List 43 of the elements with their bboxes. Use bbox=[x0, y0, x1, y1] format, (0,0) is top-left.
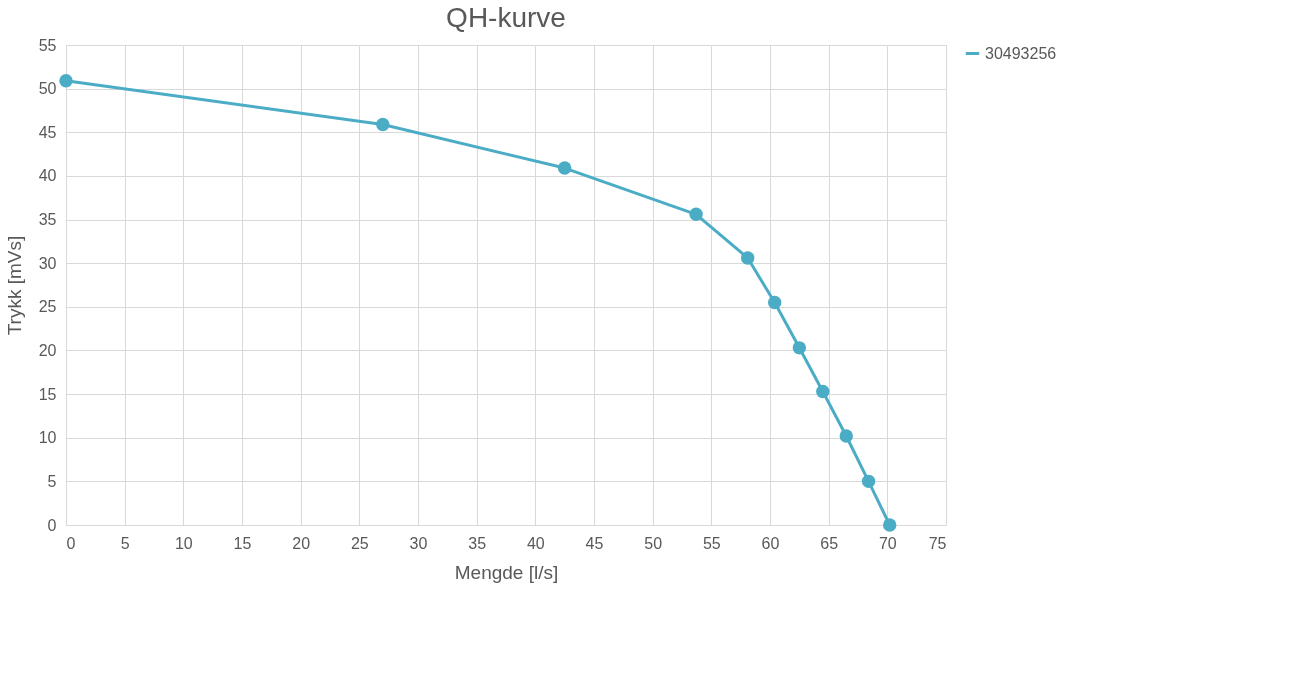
point bbox=[59, 74, 73, 88]
point bbox=[882, 518, 897, 532]
y-tick-label: 55 bbox=[38, 36, 57, 54]
y-tick-label: 50 bbox=[38, 80, 57, 98]
y-tick-label: 10 bbox=[38, 429, 57, 447]
legend-label: 30493256 bbox=[985, 44, 1057, 62]
y-tick-label: 35 bbox=[38, 211, 57, 229]
y-axis-title: Trykk [mVs] bbox=[3, 235, 25, 336]
x-tick-label: 60 bbox=[761, 534, 780, 552]
x-tick-label: 5 bbox=[120, 534, 130, 552]
x-tick-label: 45 bbox=[585, 534, 604, 552]
point bbox=[767, 295, 782, 310]
y-tick-label: 25 bbox=[38, 298, 57, 316]
x-tick-label: 40 bbox=[526, 534, 545, 552]
y-tick-label: 0 bbox=[47, 516, 57, 534]
point bbox=[376, 117, 390, 132]
point bbox=[557, 161, 572, 175]
x-tick-label: 20 bbox=[292, 534, 311, 552]
x-axis-title: Mengde [l/s] bbox=[454, 561, 559, 583]
x-tick-label: 55 bbox=[702, 534, 721, 552]
point bbox=[689, 207, 703, 221]
x-tick-label: 0 bbox=[66, 534, 76, 552]
x-tick-label: 25 bbox=[350, 534, 369, 552]
x-tick-label: 10 bbox=[174, 534, 193, 552]
x-tick-label: 70 bbox=[878, 534, 897, 552]
x-tick-label: 35 bbox=[468, 534, 487, 552]
x-tick-label: 65 bbox=[820, 534, 839, 552]
point bbox=[792, 341, 807, 355]
point bbox=[839, 429, 853, 443]
chart-title: QH-kurve bbox=[446, 2, 566, 33]
x-tick-label: 75 bbox=[928, 534, 947, 552]
point bbox=[861, 474, 876, 489]
x-tick-label: 30 bbox=[409, 534, 428, 552]
x-tick-label: 50 bbox=[644, 534, 663, 552]
y-tick-label: 5 bbox=[47, 472, 57, 490]
y-tick-label: 40 bbox=[38, 167, 57, 185]
y-tick-label: 15 bbox=[38, 385, 57, 403]
x-tick-label: 15 bbox=[233, 534, 252, 552]
y-tick-label: 20 bbox=[38, 341, 57, 359]
point bbox=[816, 384, 830, 399]
y-tick-label: 45 bbox=[38, 123, 57, 141]
y-tick-label: 30 bbox=[38, 254, 57, 272]
point bbox=[741, 251, 755, 265]
